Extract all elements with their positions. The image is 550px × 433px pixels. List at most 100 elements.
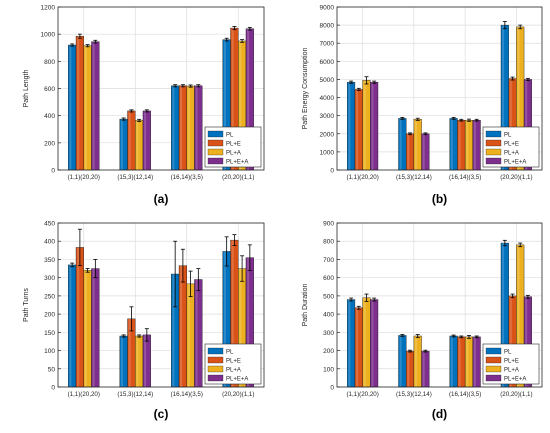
bar-highlight: [371, 82, 374, 170]
bar-highlight: [502, 243, 505, 387]
bar-highlight: [509, 78, 512, 170]
bar-highlight: [356, 89, 359, 170]
panel-label: (c): [154, 407, 169, 421]
bar-highlight: [231, 28, 234, 170]
bar-highlight: [136, 335, 139, 387]
legend-entry: PL+E+A: [504, 377, 526, 383]
y-tick-label: 9000: [320, 5, 335, 12]
axes-box: [336, 6, 543, 171]
bar-highlight: [415, 119, 417, 170]
y-tick-label: 0: [51, 168, 55, 175]
legend-entry: PL: [504, 350, 512, 356]
legend-swatch: [485, 374, 502, 382]
bar-highlight: [84, 45, 87, 170]
y-tick-label: 800: [323, 239, 334, 246]
bar-highlight: [77, 36, 80, 171]
bar-highlight: [187, 283, 190, 387]
bar-highlight: [458, 120, 461, 170]
bar-highlight: [399, 118, 402, 170]
y-tick-label: 200: [323, 348, 334, 355]
x-tick-label: (16,14)(3,5): [449, 174, 481, 181]
x-tick-label: (1,1)(20,20): [68, 391, 100, 398]
y-axis-label: Path Turns: [23, 288, 30, 322]
x-tick-label: (15,3)(12,14): [117, 391, 153, 398]
bar-highlight: [69, 264, 72, 387]
bar-highlight: [195, 279, 198, 387]
bar-highlight: [239, 40, 242, 171]
x-tick-label: (1,1)(20,20): [68, 174, 100, 181]
x-tick-label: (20,20)(1,1): [500, 391, 532, 398]
y-tick-label: 1200: [41, 5, 56, 12]
y-tick-label: 6000: [320, 59, 335, 66]
axes-box: [57, 222, 265, 388]
y-tick-label: 5000: [320, 77, 335, 84]
bar-highlight: [84, 270, 87, 387]
legend-entry: PL: [226, 350, 234, 356]
bar-highlight: [247, 257, 250, 387]
chart-panel-2: 0 1000 2000 3000 4000 5000 6000 7000 8000 9000 (1,…: [302, 5, 543, 206]
bar-highlight: [458, 336, 461, 387]
y-tick-label: 2000: [320, 131, 335, 138]
bar-highlight: [348, 299, 351, 387]
bar-highlight: [473, 336, 476, 387]
y-tick-label: 500: [323, 293, 334, 300]
panel-label: (a): [154, 192, 169, 206]
bar-highlight: [422, 133, 425, 170]
bar-highlight: [525, 79, 528, 170]
legend: PL PL+E PL+A PL+E+A: [204, 343, 262, 385]
legend-entry: PL+A: [226, 151, 241, 157]
legend-entry: PL: [504, 133, 512, 139]
legend-swatch: [207, 157, 224, 165]
bar-highlight: [517, 26, 520, 170]
bar-highlight: [407, 351, 410, 387]
legend: PL PL+E PL+A PL+E+A: [204, 126, 262, 168]
legend-entry: PL+E+A: [504, 160, 526, 166]
legend-swatch: [207, 365, 224, 373]
legend-swatch: [485, 130, 502, 138]
legend-entry: PL+E: [504, 142, 519, 148]
y-tick-label: 100: [323, 366, 334, 373]
y-tick-label: 50: [48, 366, 56, 373]
bar-highlight: [422, 351, 425, 387]
bar-highlight: [120, 335, 123, 387]
bar-highlight: [128, 318, 131, 387]
y-axis-label: Path Energy Consumption: [302, 48, 309, 130]
bar-highlight: [120, 119, 123, 170]
legend-entry: PL+A: [226, 368, 241, 374]
y-tick-label: 700: [323, 257, 334, 264]
bar-highlight: [144, 110, 147, 170]
bar-highlight: [187, 86, 190, 170]
y-tick-label: 300: [323, 330, 334, 337]
bar-highlight: [407, 133, 410, 170]
y-tick-label: 0: [330, 385, 334, 392]
bar-highlight: [92, 41, 95, 171]
bar-highlight: [371, 299, 374, 387]
panel-label: (b): [432, 192, 447, 206]
bar-highlight: [172, 274, 175, 387]
bar-highlight: [92, 268, 95, 387]
y-tick-label: 400: [323, 312, 334, 319]
x-tick-label: (1,1)(20,20): [346, 391, 378, 398]
x-tick-label: (1,1)(20,20): [346, 174, 378, 181]
bar-highlight: [239, 268, 242, 387]
bar-highlight: [136, 120, 139, 170]
y-tick-label: 4000: [320, 95, 335, 102]
legend-swatch: [207, 130, 224, 138]
y-tick-label: 800: [44, 59, 55, 66]
y-tick-label: 900: [323, 221, 334, 228]
x-tick-label: (15,3)(12,14): [117, 174, 153, 181]
bar-highlight: [509, 295, 512, 387]
x-tick-label: (20,20)(1,1): [222, 391, 254, 398]
legend-swatch: [207, 356, 224, 364]
y-tick-label: 0: [330, 168, 334, 175]
y-tick-label: 7000: [320, 41, 335, 48]
panel-label: (d): [432, 407, 447, 421]
bar-highlight: [363, 297, 366, 387]
bar-highlight: [128, 110, 131, 170]
legend-entry: PL+E+A: [226, 160, 248, 166]
bar-highlight: [450, 118, 453, 170]
legend-swatch: [485, 347, 502, 355]
legend: PL PL+E PL+A PL+E+A: [482, 126, 540, 168]
axes-box: [57, 6, 265, 171]
